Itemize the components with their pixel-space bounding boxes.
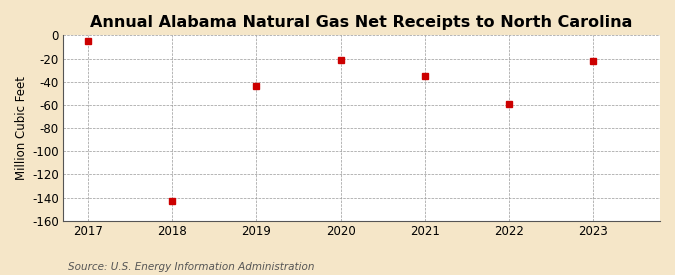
Text: Source: U.S. Energy Information Administration: Source: U.S. Energy Information Administ… [68,262,314,272]
Y-axis label: Million Cubic Feet: Million Cubic Feet [15,76,28,180]
Title: Annual Alabama Natural Gas Net Receipts to North Carolina: Annual Alabama Natural Gas Net Receipts … [90,15,632,30]
